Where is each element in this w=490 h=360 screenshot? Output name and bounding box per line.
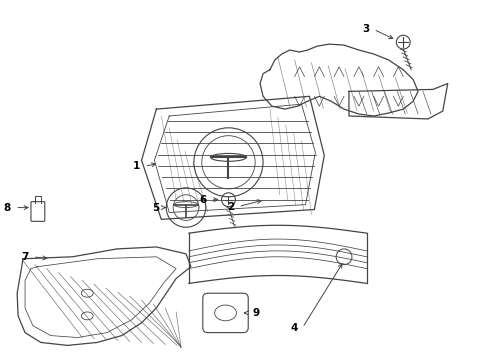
Text: 9: 9 [252, 308, 260, 318]
Text: 8: 8 [3, 203, 11, 212]
Text: 2: 2 [227, 202, 234, 212]
Text: 7: 7 [22, 252, 29, 262]
Text: 1: 1 [133, 161, 140, 171]
Text: 5: 5 [152, 203, 159, 212]
Text: 3: 3 [362, 24, 369, 34]
Text: 6: 6 [199, 195, 206, 205]
Text: 4: 4 [291, 323, 298, 333]
